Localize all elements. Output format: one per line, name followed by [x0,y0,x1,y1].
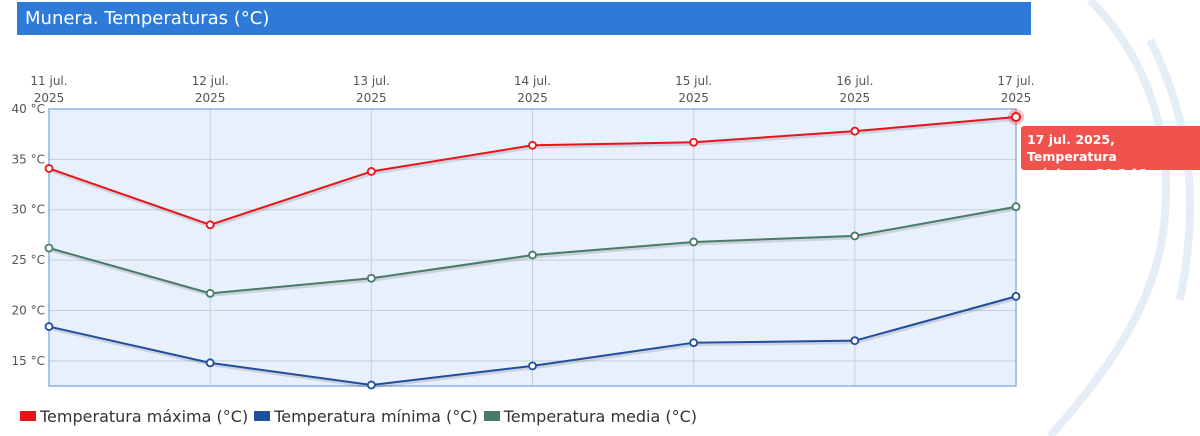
data-point-max [44,164,54,173]
legend-item-min[interactable]: Temperatura mínima (°C) [254,407,478,426]
data-point-min [1011,291,1021,301]
x-tick-label: 13 jul. [353,74,390,88]
chart-header: Munera. Temperaturas (°C) [17,2,1031,35]
data-point-min [44,322,54,331]
x-tick-label: 2025 [356,91,387,105]
data-point-min [366,380,376,390]
x-tick-label: 2025 [1001,91,1032,105]
data-point-media [528,250,537,260]
y-tick-label: 15 °C [12,354,45,368]
legend-label-max: Temperatura máxima (°C) [40,406,249,426]
data-point-media [1011,202,1021,212]
legend-swatch-media [483,411,500,421]
legend-item-max[interactable]: Temperatura máxima (°C) [20,407,248,426]
hover-point [1011,112,1021,123]
x-tick-label: 2025 [840,91,871,105]
tooltip-line-2: máxima : 39.2 °C [1027,166,1147,181]
x-tick-label: 11 jul. [30,74,67,88]
y-tick-label: 30 °C [12,203,45,217]
legend-swatch-max [20,411,36,421]
data-point-max [689,137,699,147]
legend-label-min: Temperatura mínima (°C) [274,406,478,426]
x-tick-label: 14 jul. [514,74,551,88]
data-point-media [850,231,860,241]
data-point-min [205,358,215,368]
chart-legend: Temperatura máxima (°C) Temperatura míni… [20,405,703,427]
legend-item-media[interactable]: Temperatura media (°C) [483,406,698,426]
y-tick-label: 40 °C [12,102,45,116]
x-tick-label: 16 jul. [836,74,873,88]
legend-label-media: Temperatura media (°C) [503,406,698,426]
data-point-media [689,237,699,247]
data-point-min [528,361,537,371]
x-tick-label: 12 jul. [192,74,229,88]
legend-swatch-min [254,411,271,421]
data-point-max [366,167,376,176]
y-tick-label: 20 °C [12,303,45,317]
x-tick-label: 2025 [195,91,226,105]
data-point-min [689,338,699,348]
chart-title: Munera. Temperaturas (°C) [25,8,270,29]
tooltip-line-1: 17 jul. 2025, Temperatura [1027,132,1117,164]
data-point-media [44,243,54,253]
y-tick-label: 25 °C [12,253,45,267]
y-tick-label: 35 °C [12,152,45,166]
chart-tooltip: 17 jul. 2025, Temperatura máxima : 39.2 … [1021,126,1200,181]
x-tick-label: 2025 [34,91,65,105]
data-point-media [205,288,215,298]
data-point-min [850,336,860,346]
data-point-max [850,126,860,136]
data-point-max [528,140,537,150]
x-tick-label: 17 jul. [997,74,1034,88]
x-tick-label: 15 jul. [675,74,712,88]
data-point-media [366,273,376,283]
data-point-max [205,220,215,230]
x-tick-label: 2025 [517,91,548,105]
x-tick-label: 2025 [678,91,709,105]
